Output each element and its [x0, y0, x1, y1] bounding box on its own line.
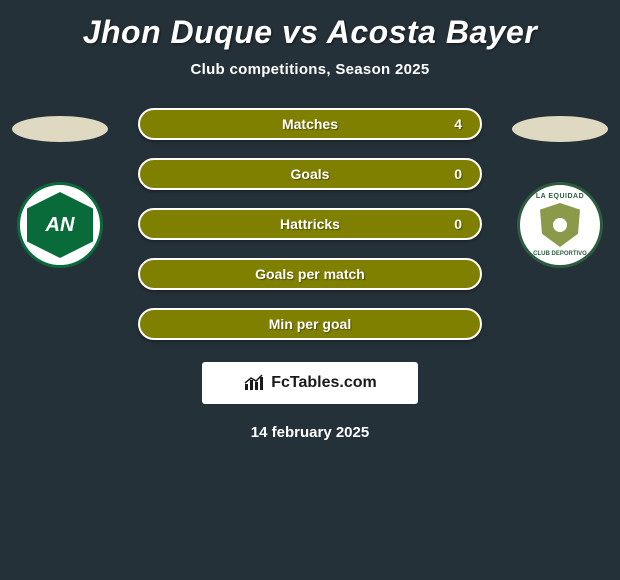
page-subtitle: Club competitions, Season 2025 — [0, 61, 620, 78]
stat-pill-goals: Goals 0 — [138, 158, 482, 190]
stat-value-right: 0 — [454, 166, 462, 182]
left-player-ellipse — [12, 116, 108, 142]
right-player-ellipse — [512, 116, 608, 142]
right-club-top-label: LA EQUIDAD — [536, 193, 584, 200]
stat-pill-hattricks: Hattricks 0 — [138, 208, 482, 240]
right-club-shield-icon — [540, 203, 580, 247]
stat-label: Hattricks — [280, 216, 340, 232]
page-title: Jhon Duque vs Acosta Bayer — [0, 0, 620, 51]
stat-pill-goals-per-match: Goals per match — [138, 258, 482, 290]
brand-text: FcTables.com — [271, 374, 377, 392]
left-club-badge: AN — [17, 182, 103, 268]
stat-value-right: 4 — [454, 116, 462, 132]
brand-box[interactable]: FcTables.com — [202, 362, 418, 404]
comparison-layout: AN Matches 4 Goals 0 Hattricks 0 Goals p… — [0, 78, 620, 340]
left-player-column: AN — [0, 108, 120, 268]
stat-label: Min per goal — [269, 316, 351, 332]
stats-column: Matches 4 Goals 0 Hattricks 0 Goals per … — [120, 108, 500, 340]
stat-value-right: 0 — [454, 216, 462, 232]
right-club-badge: LA EQUIDAD CLUB DEPORTIVO — [517, 182, 603, 268]
right-club-bottom-label: CLUB DEPORTIVO — [533, 251, 587, 257]
stat-pill-matches: Matches 4 — [138, 108, 482, 140]
stat-label: Goals — [291, 166, 330, 182]
footer-date: 14 february 2025 — [0, 424, 620, 441]
chart-icon — [243, 374, 265, 392]
stat-pill-min-per-goal: Min per goal — [138, 308, 482, 340]
stat-label: Matches — [282, 116, 338, 132]
stat-label: Goals per match — [255, 266, 365, 282]
left-club-short: AN — [27, 192, 93, 258]
right-player-column: LA EQUIDAD CLUB DEPORTIVO — [500, 108, 620, 268]
